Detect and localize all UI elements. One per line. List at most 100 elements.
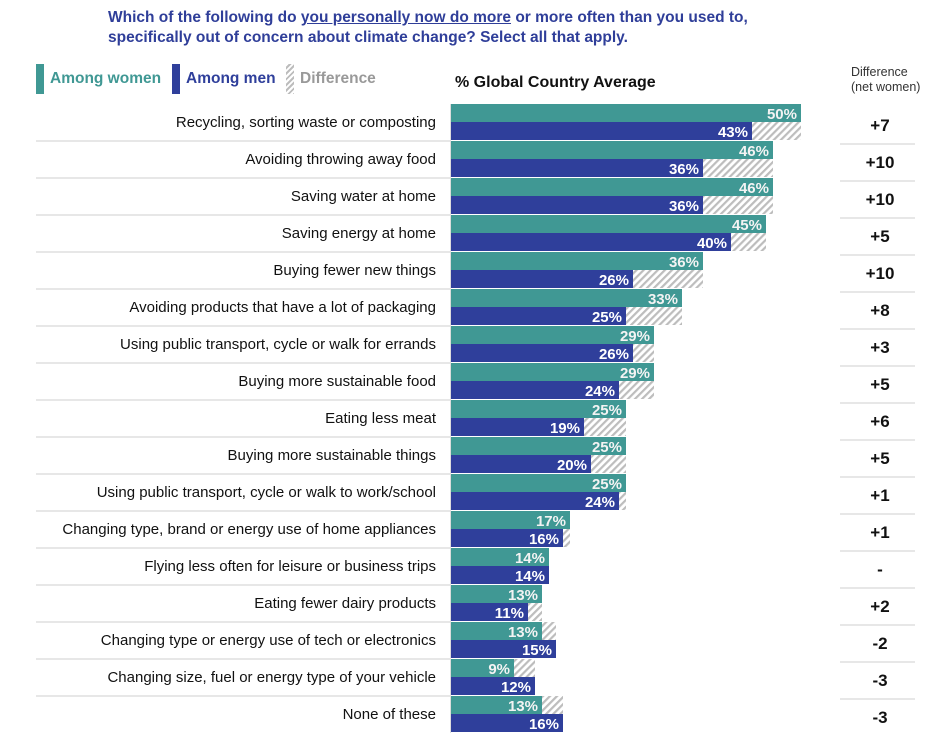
- men-bar: [451, 159, 703, 177]
- women-bar: [451, 363, 654, 381]
- men-bar: [451, 344, 633, 362]
- category-label: Using public transport, cycle or walk fo…: [120, 336, 436, 353]
- men-value-label: 15%: [522, 642, 552, 659]
- category-label: None of these: [343, 706, 436, 723]
- legend-swatch-men: [172, 64, 180, 94]
- men-value-label: 12%: [501, 679, 531, 696]
- difference-bar: [703, 196, 773, 214]
- category-label: Changing type or energy use of tech or e…: [101, 632, 436, 649]
- men-value-label: 36%: [669, 161, 699, 178]
- men-bar: [451, 529, 563, 547]
- men-value-label: 36%: [669, 198, 699, 215]
- legend-label: Difference: [300, 70, 376, 87]
- difference-value: +1: [870, 523, 889, 542]
- men-bar: [451, 640, 556, 658]
- women-value-label: 46%: [739, 180, 769, 197]
- category-label: Saving energy at home: [282, 225, 436, 242]
- men-value-label: 16%: [529, 531, 559, 548]
- women-value-label: 50%: [767, 106, 797, 123]
- difference-value: +7: [870, 116, 889, 135]
- category-label: Changing size, fuel or energy type of yo…: [107, 669, 436, 686]
- title-underlined: you personally now do more: [300, 9, 512, 26]
- men-bar: [451, 566, 549, 584]
- difference-value: +10: [866, 264, 895, 283]
- men-bar: [451, 307, 626, 325]
- difference-bar: [528, 603, 542, 621]
- legend-label: Among women: [50, 70, 162, 87]
- category-label: Eating less meat: [325, 410, 437, 427]
- legend-difference: Difference: [286, 64, 376, 94]
- women-bar: [451, 548, 549, 566]
- difference-bar: [619, 492, 626, 510]
- men-bar: [451, 492, 619, 510]
- category-label: Using public transport, cycle or walk to…: [97, 484, 436, 501]
- difference-value: +2: [870, 597, 889, 616]
- difference-value: +10: [866, 153, 895, 172]
- difference-bar: [619, 381, 654, 399]
- men-value-label: 40%: [697, 235, 727, 252]
- women-value-label: 33%: [648, 291, 678, 308]
- women-bar: [451, 252, 703, 270]
- category-label: Avoiding products that have a lot of pac…: [129, 299, 436, 316]
- men-value-label: 43%: [718, 124, 748, 141]
- men-bar: [451, 233, 731, 251]
- difference-value: +5: [870, 227, 889, 246]
- difference-bar: [542, 696, 563, 714]
- women-bar: [451, 696, 542, 714]
- difference-header: Difference (net women): [851, 65, 920, 95]
- chart-title: Which of the following do you personally…: [108, 8, 748, 48]
- women-bar: [451, 585, 542, 603]
- women-bar: [451, 289, 682, 307]
- legend-swatch-women: [36, 64, 44, 94]
- difference-value: -3: [872, 708, 887, 727]
- women-value-label: 36%: [669, 254, 699, 271]
- difference-value: +8: [870, 301, 889, 320]
- men-value-label: 16%: [529, 716, 559, 733]
- men-bar: [451, 381, 619, 399]
- difference-bar: [563, 529, 570, 547]
- difference-bar: [752, 122, 801, 140]
- category-label: Eating fewer dairy products: [254, 595, 436, 612]
- women-bar: [451, 178, 773, 196]
- category-label: Changing type, brand or energy use of ho…: [62, 521, 436, 538]
- difference-bar: [542, 622, 556, 640]
- women-bar: [451, 215, 766, 233]
- difference-value: -3: [872, 671, 887, 690]
- men-value-label: 25%: [592, 309, 622, 326]
- women-bar: [451, 659, 514, 677]
- legend-men: Among men: [172, 64, 276, 94]
- women-value-label: 13%: [508, 624, 538, 641]
- category-label: Recycling, sorting waste or composting: [176, 114, 436, 131]
- difference-value: +5: [870, 375, 889, 394]
- men-bar: [451, 270, 633, 288]
- category-label: Flying less often for leisure or busines…: [144, 558, 436, 575]
- men-bar: [451, 677, 535, 695]
- men-bar: [451, 455, 591, 473]
- women-bar: [451, 104, 801, 122]
- category-label: Buying more sustainable food: [238, 373, 436, 390]
- difference-bar: [514, 659, 535, 677]
- category-label: Buying more sustainable things: [228, 447, 436, 464]
- women-value-label: 13%: [508, 587, 538, 604]
- women-bar: [451, 400, 626, 418]
- category-label: Avoiding throwing away food: [245, 151, 436, 168]
- women-value-label: 29%: [620, 328, 650, 345]
- difference-value: +6: [870, 412, 889, 431]
- women-value-label: 13%: [508, 698, 538, 715]
- difference-header-line: Difference: [851, 65, 908, 79]
- women-bar: [451, 511, 570, 529]
- men-bar: [451, 196, 703, 214]
- men-value-label: 26%: [599, 272, 629, 289]
- women-value-label: 9%: [488, 661, 510, 678]
- difference-value: +10: [866, 190, 895, 209]
- women-value-label: 17%: [536, 513, 566, 530]
- category-label: Saving water at home: [291, 188, 436, 205]
- difference-bar: [731, 233, 766, 251]
- men-value-label: 19%: [550, 420, 580, 437]
- women-value-label: 46%: [739, 143, 769, 160]
- women-value-label: 25%: [592, 402, 622, 419]
- women-value-label: 29%: [620, 365, 650, 382]
- women-bar: [451, 474, 626, 492]
- difference-bar: [703, 159, 773, 177]
